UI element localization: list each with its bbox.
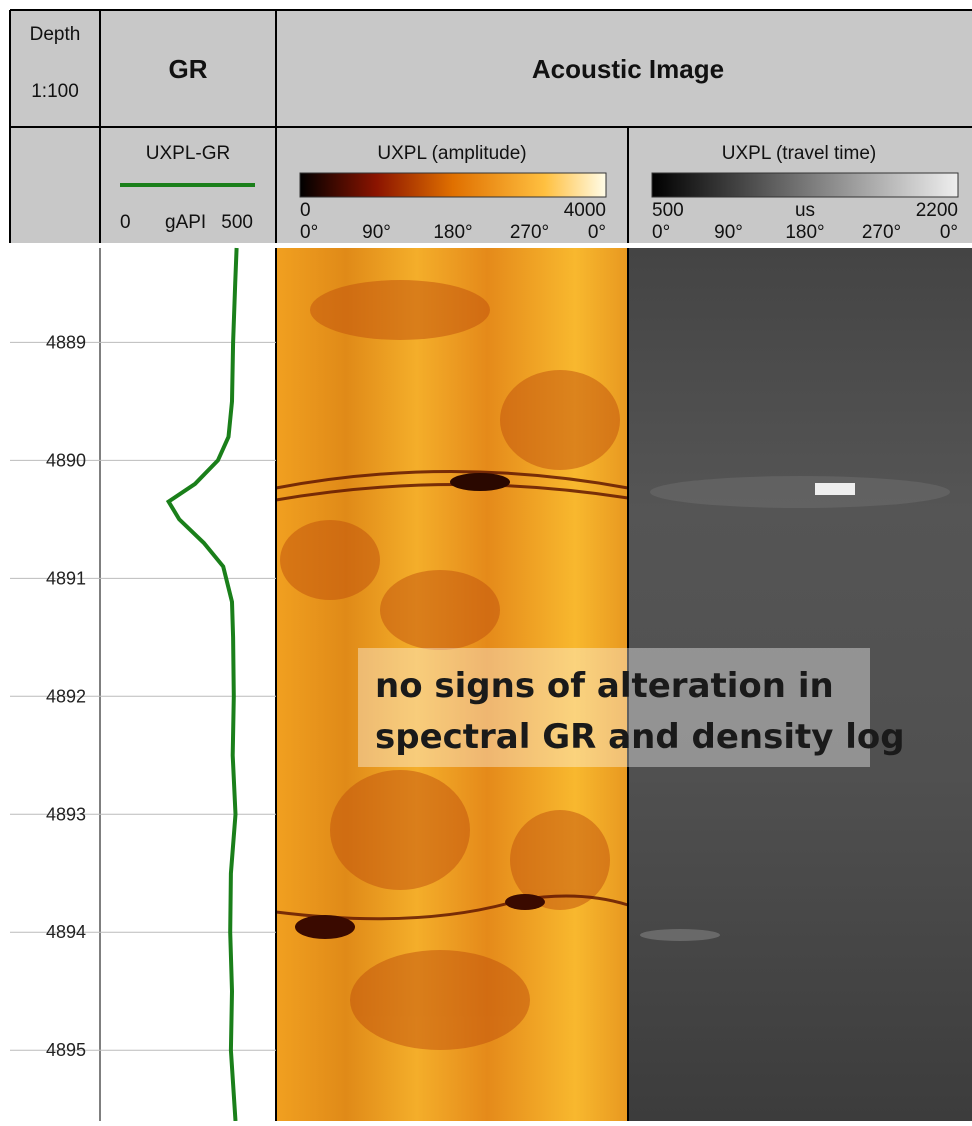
- depth-title: Depth: [30, 24, 81, 45]
- y-tick-label: 4895: [46, 1040, 86, 1060]
- x-max: 500: [221, 212, 253, 233]
- amp-min: 0: [300, 200, 311, 221]
- gr-title: GR: [169, 54, 208, 84]
- amp-max: 4000: [564, 200, 606, 221]
- angle-label: 270°: [862, 222, 901, 243]
- angle-label: 180°: [433, 222, 472, 243]
- amp-name: UXPL (amplitude): [377, 143, 526, 164]
- image-title: Acoustic Image: [532, 54, 724, 84]
- angle-label: 0°: [300, 222, 318, 243]
- angle-label: 180°: [785, 222, 824, 243]
- angle-label: 0°: [652, 222, 670, 243]
- angle-label: 0°: [588, 222, 606, 243]
- x-min: 0: [120, 212, 131, 233]
- tt-max: 2200: [916, 200, 958, 221]
- angle-label: 0°: [940, 222, 958, 243]
- annotation-box: [358, 648, 870, 767]
- header: Depth 1:100 GR Acoustic Image UXPL-GR 0 …: [9, 9, 972, 243]
- y-tick-label: 4889: [46, 332, 86, 352]
- tt-unit: us: [795, 200, 815, 221]
- y-tick-label: 4890: [46, 450, 86, 470]
- tt-colorbar: [651, 172, 959, 198]
- tt-name: UXPL (travel time): [722, 143, 877, 164]
- amp-colorbar: [299, 172, 607, 198]
- y-tick-label: 4891: [46, 568, 86, 588]
- tt-min: 500: [652, 200, 684, 221]
- legend-entry: UXPL-GR: [146, 143, 230, 164]
- y-tick-label: 4894: [46, 922, 86, 942]
- angle-label: 270°: [510, 222, 549, 243]
- annotation: spectral GR and density log: [375, 717, 905, 757]
- depth-scale: 1:100: [31, 81, 79, 102]
- gr-curve: [165, 247, 239, 1122]
- y-tick-label: 4892: [46, 686, 86, 706]
- plot: 0° 90° 180° 270° 0° 0° 90° 180° 270° 0° 4889 4890 48…: [10, 222, 958, 1122]
- amplitude-image: [275, 248, 629, 1121]
- angle-label: 90°: [714, 222, 743, 243]
- x-unit: gAPI: [165, 212, 206, 233]
- angle-label: 90°: [362, 222, 391, 243]
- y-tick-label: 4893: [46, 804, 86, 824]
- travel-time-image: [628, 248, 972, 1121]
- annotation: no signs of alteration in: [375, 666, 834, 706]
